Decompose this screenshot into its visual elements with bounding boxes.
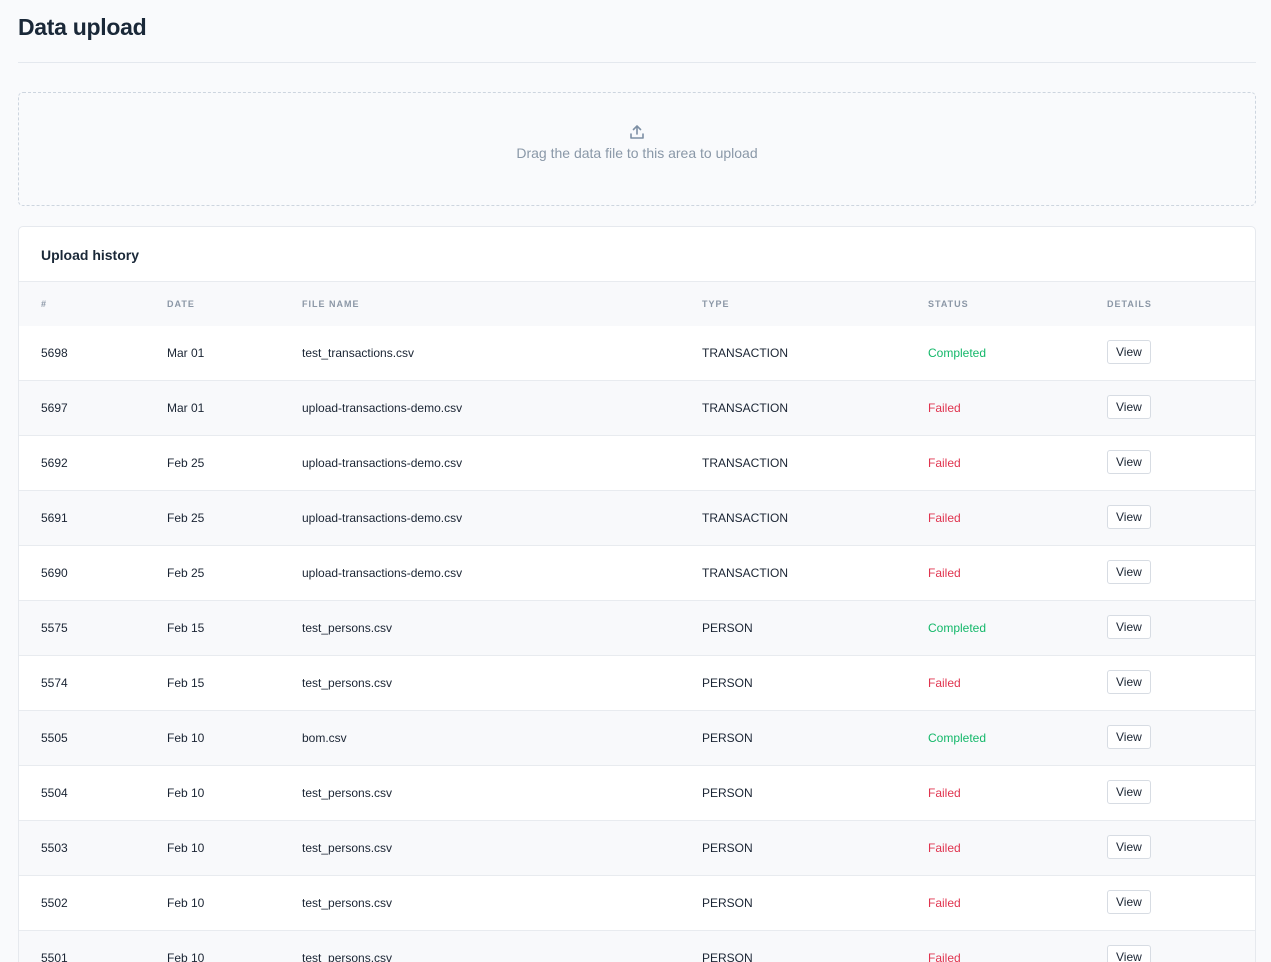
table-row: 5504 Feb 10 test_persons.csv PERSON Fail… [19, 766, 1255, 821]
row-date: Mar 01 [167, 346, 205, 360]
upload-history-title: Upload history [41, 247, 140, 263]
row-file-name: test_transactions.csv [302, 346, 415, 360]
row-id: 5692 [41, 456, 68, 470]
row-file-name: test_persons.csv [302, 786, 393, 800]
row-type: TRANSACTION [702, 511, 789, 525]
row-type: PERSON [702, 841, 753, 855]
row-date: Feb 25 [167, 456, 205, 470]
row-type: PERSON [702, 951, 753, 962]
row-id: 5503 [41, 841, 68, 855]
page-title: Data upload [18, 14, 147, 40]
table-row: 5690 Feb 25 upload-transactions-demo.csv… [19, 546, 1255, 601]
view-details-button[interactable]: View [1107, 725, 1151, 749]
view-details-button[interactable]: View [1107, 890, 1151, 914]
row-id: 5691 [41, 511, 68, 525]
upload-history-card: Upload history # DATE FILE NAME TYPE STA… [18, 226, 1256, 962]
row-type: TRANSACTION [702, 456, 789, 470]
column-header-id: # [41, 299, 48, 309]
row-type: PERSON [702, 676, 753, 690]
column-header-file-name: FILE NAME [302, 299, 360, 309]
view-details-button[interactable]: View [1107, 835, 1151, 859]
table-row: 5501 Feb 10 test_persons.csv PERSON Fail… [19, 931, 1255, 962]
column-header-status: STATUS [928, 299, 969, 309]
view-details-button[interactable]: View [1107, 450, 1151, 474]
row-id: 5501 [41, 951, 68, 962]
row-status: Failed [928, 401, 961, 415]
table-row: 5575 Feb 15 test_persons.csv PERSON Comp… [19, 601, 1255, 656]
row-file-name: test_persons.csv [302, 896, 393, 910]
row-status: Failed [928, 566, 961, 580]
row-file-name: test_persons.csv [302, 676, 393, 690]
table-header: # DATE FILE NAME TYPE STATUS DETAILS [19, 281, 1255, 327]
table-row: 5697 Mar 01 upload-transactions-demo.csv… [19, 381, 1255, 436]
row-date: Feb 25 [167, 566, 205, 580]
row-file-name: upload-transactions-demo.csv [302, 456, 463, 470]
row-type: PERSON [702, 786, 753, 800]
column-header-type: TYPE [702, 299, 730, 309]
row-type: PERSON [702, 896, 753, 910]
page-header: Data upload [18, 0, 1256, 63]
table-row: 5505 Feb 10 bom.csv PERSON Completed Vie… [19, 711, 1255, 766]
row-date: Feb 10 [167, 841, 205, 855]
table-row: 5692 Feb 25 upload-transactions-demo.csv… [19, 436, 1255, 491]
row-status: Failed [928, 456, 961, 470]
row-file-name: test_persons.csv [302, 951, 393, 962]
view-details-button[interactable]: View [1107, 340, 1151, 364]
row-type: PERSON [702, 731, 753, 745]
row-file-name: bom.csv [302, 731, 347, 745]
row-file-name: upload-transactions-demo.csv [302, 511, 463, 525]
table-row: 5574 Feb 15 test_persons.csv PERSON Fail… [19, 656, 1255, 711]
row-date: Feb 10 [167, 896, 205, 910]
row-date: Mar 01 [167, 401, 205, 415]
row-status: Completed [928, 731, 987, 745]
row-type: TRANSACTION [702, 566, 789, 580]
row-status: Completed [928, 621, 987, 635]
row-id: 5697 [41, 401, 68, 415]
view-details-button[interactable]: View [1107, 945, 1151, 962]
row-file-name: upload-transactions-demo.csv [302, 566, 463, 580]
row-status: Completed [928, 346, 987, 360]
row-id: 5504 [41, 786, 68, 800]
row-date: Feb 10 [167, 786, 205, 800]
row-date: Feb 15 [167, 621, 205, 635]
table-row: 5503 Feb 10 test_persons.csv PERSON Fail… [19, 821, 1255, 876]
row-id: 5698 [41, 346, 68, 360]
row-file-name: upload-transactions-demo.csv [302, 401, 463, 415]
column-header-date: DATE [167, 299, 195, 309]
row-date: Feb 25 [167, 511, 205, 525]
column-header-details: DETAILS [1107, 299, 1152, 309]
table-row: 5691 Feb 25 upload-transactions-demo.csv… [19, 491, 1255, 546]
view-details-button[interactable]: View [1107, 560, 1151, 584]
table-row: 5698 Mar 01 test_transactions.csv TRANSA… [19, 326, 1255, 381]
view-details-button[interactable]: View [1107, 395, 1151, 419]
upload-dropzone[interactable]: Drag the data file to this area to uploa… [18, 92, 1256, 206]
row-id: 5502 [41, 896, 68, 910]
row-date: Feb 15 [167, 676, 205, 690]
row-id: 5575 [41, 621, 68, 635]
row-date: Feb 10 [167, 731, 205, 745]
row-file-name: test_persons.csv [302, 841, 393, 855]
row-type: TRANSACTION [702, 401, 789, 415]
view-details-button[interactable]: View [1107, 615, 1151, 639]
view-details-button[interactable]: View [1107, 670, 1151, 694]
row-status: Failed [928, 951, 961, 962]
row-id: 5505 [41, 731, 68, 745]
row-id: 5690 [41, 566, 68, 580]
row-status: Failed [928, 511, 961, 525]
dropzone-text: Drag the data file to this area to uploa… [516, 145, 758, 161]
row-status: Failed [928, 676, 961, 690]
row-file-name: test_persons.csv [302, 621, 393, 635]
row-type: PERSON [702, 621, 753, 635]
view-details-button[interactable]: View [1107, 780, 1151, 804]
row-date: Feb 10 [167, 951, 205, 962]
view-details-button[interactable]: View [1107, 505, 1151, 529]
row-status: Failed [928, 786, 961, 800]
row-status: Failed [928, 841, 961, 855]
upload-icon [630, 125, 644, 139]
row-id: 5574 [41, 676, 68, 690]
row-status: Failed [928, 896, 961, 910]
table-row: 5502 Feb 10 test_persons.csv PERSON Fail… [19, 876, 1255, 931]
row-type: TRANSACTION [702, 346, 789, 360]
